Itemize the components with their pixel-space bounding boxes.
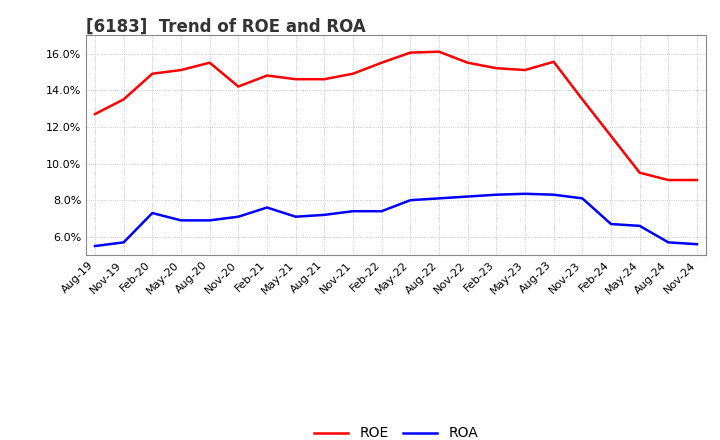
ROE	[320, 77, 328, 82]
ROA	[292, 214, 300, 220]
ROA	[521, 191, 529, 196]
ROE	[120, 97, 128, 102]
ROA	[549, 192, 558, 197]
ROA	[348, 209, 357, 214]
ROA	[234, 214, 243, 220]
ROE	[148, 71, 157, 77]
ROA	[176, 218, 185, 223]
ROA	[492, 192, 500, 197]
ROA	[263, 205, 271, 210]
ROE	[549, 59, 558, 64]
ROA	[664, 240, 672, 245]
ROA	[464, 194, 472, 199]
Line: ROE: ROE	[95, 51, 697, 180]
ROE	[578, 97, 587, 102]
ROA	[693, 242, 701, 247]
ROE	[263, 73, 271, 78]
ROE	[521, 67, 529, 73]
ROE	[664, 177, 672, 183]
ROA	[635, 223, 644, 228]
Legend: ROE, ROA: ROE, ROA	[308, 421, 484, 440]
Line: ROA: ROA	[95, 194, 697, 246]
ROE	[176, 67, 185, 73]
ROE	[635, 170, 644, 175]
ROE	[607, 133, 616, 139]
ROE	[693, 177, 701, 183]
ROA	[435, 196, 444, 201]
Text: [6183]  Trend of ROE and ROA: [6183] Trend of ROE and ROA	[86, 18, 366, 36]
ROA	[205, 218, 214, 223]
ROA	[607, 221, 616, 227]
ROA	[406, 198, 415, 203]
ROE	[234, 84, 243, 89]
ROE	[205, 60, 214, 66]
ROA	[91, 243, 99, 249]
ROA	[377, 209, 386, 214]
ROE	[377, 60, 386, 66]
ROE	[492, 66, 500, 71]
ROA	[320, 212, 328, 217]
ROA	[120, 240, 128, 245]
ROE	[91, 111, 99, 117]
ROE	[435, 49, 444, 54]
ROE	[348, 71, 357, 77]
ROA	[148, 210, 157, 216]
ROE	[292, 77, 300, 82]
ROE	[464, 60, 472, 66]
ROA	[578, 196, 587, 201]
ROE	[406, 50, 415, 55]
